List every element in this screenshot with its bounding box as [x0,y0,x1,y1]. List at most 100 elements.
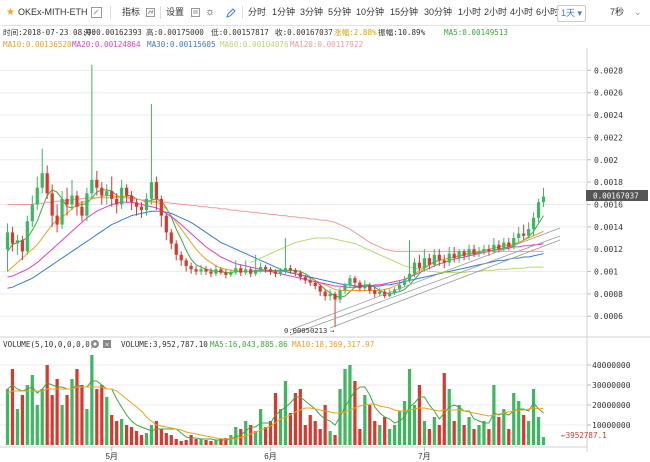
indicators-button[interactable]: 指标 [122,7,141,17]
volume-close-icon-glyph: × [105,342,109,349]
volume-bar [263,427,268,445]
volume-bar [35,405,39,445]
interval-9[interactable]: 4小时 [510,7,534,17]
candle-body [313,282,317,287]
volume-settings-icon-center [93,342,97,346]
candle [15,234,20,255]
interval-4[interactable]: 10分钟 [356,7,385,17]
settings-icon[interactable] [191,0,200,25]
interval-select[interactable]: 1天 ▾ [557,5,586,22]
candle-body [402,280,407,285]
ma10-value: MA10:0.00136520 [3,40,72,49]
candle [482,244,486,255]
vma5-line [7,380,544,441]
candle-body [70,195,74,205]
volume-bar [273,393,278,445]
indicators-icon[interactable] [146,0,155,25]
interval-0[interactable]: 分时 [248,7,267,17]
interval-6[interactable]: 30分钟 [424,7,453,17]
volume-bar [422,421,427,445]
current-price-marker: 0.00167037 [586,190,648,201]
candle [527,222,531,238]
fullscreen-icon[interactable] [91,0,102,25]
volume-bar [25,385,29,445]
candle-body [244,269,248,273]
volume-bar [442,373,446,445]
trend-line[interactable] [289,235,561,336]
star-icon[interactable]: ★ [6,7,15,18]
expand-icon[interactable]: ⌄ [634,7,642,17]
candle [214,264,218,276]
interval-7[interactable]: 1小时 [458,7,482,17]
candle-body [323,291,327,297]
volume-bar [55,379,59,445]
candle-body [95,179,99,188]
candle-body [159,198,163,216]
candle [452,246,456,263]
volume-bar [80,385,84,445]
interval-1[interactable]: 1分钟 [272,7,296,17]
candle-body [452,253,456,259]
candle [288,264,293,274]
candle [144,193,149,216]
candle [149,103,154,205]
interval-10[interactable]: 6小时 [536,7,560,17]
volume-bar [268,421,273,445]
candles [5,64,546,328]
candle-body [258,267,263,271]
candle-body [467,249,471,256]
volume-bar [363,395,367,445]
volume-bar [90,355,94,445]
candle-body [358,282,362,289]
volume-bar [388,429,392,445]
volume-bar [348,365,352,445]
candle [239,264,243,276]
time-tick-label: 6月 [264,452,276,461]
candle-body [393,289,397,293]
candle [378,288,382,297]
theme-sun-icon[interactable]: ☼ [205,6,216,18]
candle [442,254,446,269]
candle-body [229,272,233,275]
candle-body [447,253,451,263]
candle-body [353,278,357,283]
candle-body [482,249,486,252]
candle [70,179,74,211]
ohlc-time: 时间:2018-07-23 08:00 [3,27,96,37]
interval-3[interactable]: 5分钟 [328,7,352,17]
interval-2[interactable]: 3分钟 [300,7,324,17]
low-price-label: 0.00050213 [284,326,327,335]
volume-bar [536,417,541,445]
symbol-label[interactable]: OKEx-MITH-ETH [18,7,88,17]
settings-button[interactable]: 设置 [166,7,185,17]
candle-body [219,269,223,273]
volume-bar [85,409,89,445]
ma120-value: MA120:0.00117922 [290,40,363,49]
ma60-line [250,237,544,274]
candle [422,249,427,272]
trend-line[interactable] [329,239,561,329]
draw-pencil-icon[interactable] [226,0,236,25]
volume-close-icon[interactable] [103,340,111,348]
trend-lines[interactable] [289,227,561,336]
candle-body [298,272,302,278]
candle-body [65,198,69,205]
candle [447,246,451,266]
interval-5[interactable]: 15分钟 [390,7,419,17]
interval-8[interactable]: 2小时 [484,7,508,17]
candle [358,280,362,292]
candle [308,278,312,287]
candle-body [417,262,422,269]
trend-line[interactable] [289,227,561,331]
candle-body [234,268,238,273]
volume-bar [427,429,431,445]
candle-body [60,198,64,225]
volume-bar [214,440,218,445]
volume-bar [249,425,253,445]
volume-bar [115,421,119,445]
ohlc-change: 涨幅:2.88% [334,27,377,37]
candle-body [30,204,34,222]
low-price-arrow: → [330,326,335,335]
candle [541,187,546,207]
